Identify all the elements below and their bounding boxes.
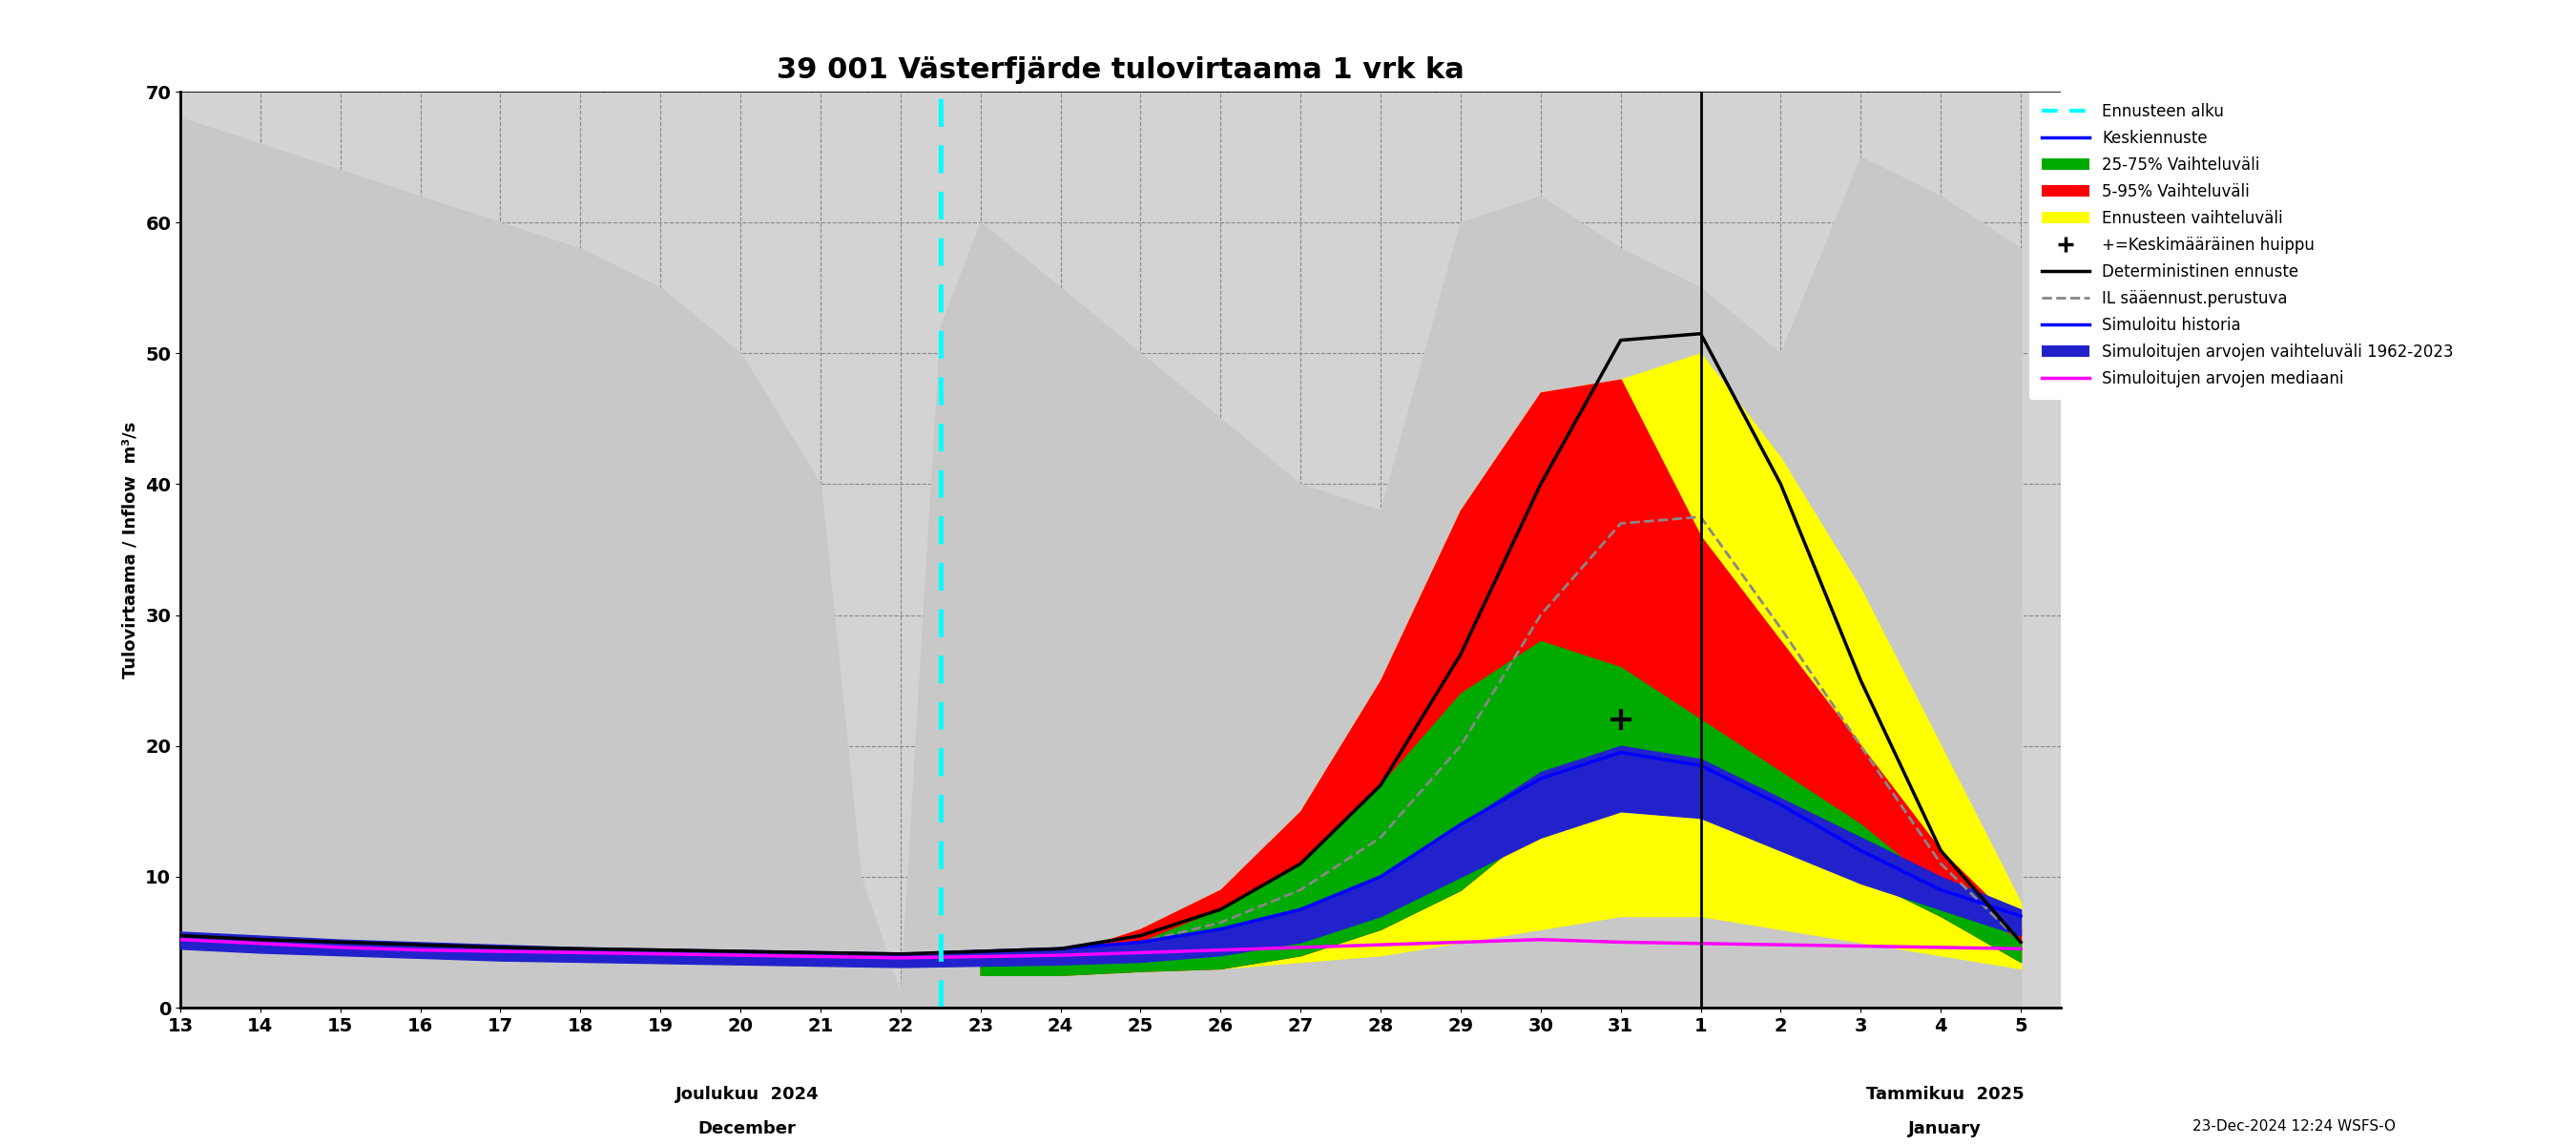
Text: January: January [1909, 1120, 1981, 1137]
Text: December: December [698, 1120, 796, 1137]
Legend: Ennusteen alku, Keskiennuste, 25-75% Vaihteluväli, 5-95% Vaihteluväli, Ennusteen: Ennusteen alku, Keskiennuste, 25-75% Vai… [2030, 90, 2468, 400]
Title: 39 001 Västerfjärde tulovirtaama 1 vrk ka: 39 001 Västerfjärde tulovirtaama 1 vrk k… [778, 56, 1463, 84]
Text: 23-Dec-2024 12:24 WSFS-O: 23-Dec-2024 12:24 WSFS-O [2192, 1120, 2396, 1134]
Text: Joulukuu  2024: Joulukuu 2024 [675, 1085, 819, 1103]
Y-axis label: Tulovirtaama / Inflow  m³/s: Tulovirtaama / Inflow m³/s [121, 421, 139, 678]
Text: Tammikuu  2025: Tammikuu 2025 [1865, 1085, 2025, 1103]
